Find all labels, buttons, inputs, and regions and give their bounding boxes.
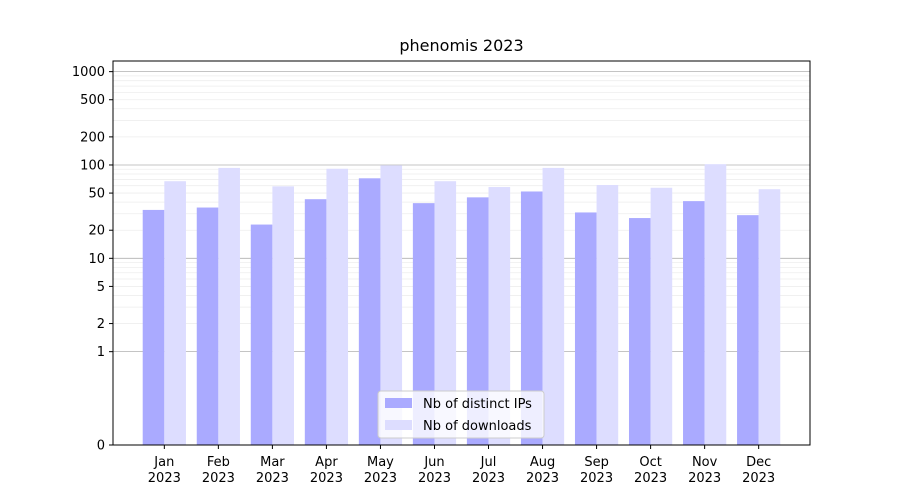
bar-distinct-ips-7 [520,191,543,445]
y-tick-label: 500 [80,93,105,108]
bar-downloads-3 [326,168,349,446]
bar-downloads-10 [704,164,727,445]
x-tick-label: Oct 2023 [634,455,667,486]
y-tick-label: 1000 [72,65,105,80]
bar-distinct-ips-0 [142,209,165,445]
y-tick-label: 10 [88,252,105,267]
x-tick-label: Jan 2023 [148,455,181,486]
legend-label-downloads: Nb of downloads [423,419,532,434]
y-tick-label: 100 [80,158,105,173]
bar-downloads-4 [380,165,403,446]
bar-downloads-2 [272,186,295,445]
bar-downloads-11 [758,189,781,445]
bar-distinct-ips-2 [250,224,273,445]
legend-swatch-distinct-ips [385,398,412,408]
bar-distinct-ips-11 [737,215,759,445]
axes-layer: 0 1 2 5 10 20 50 100 200 500 1000 Jan 2023 Feb 2023 Mar… [72,60,811,486]
bars-layer [142,164,781,446]
x-tick-label: Dec 2023 [742,455,775,486]
y-tick-label: 1 [97,345,105,360]
x-tick-label: Apr 2023 [310,455,343,486]
bar-distinct-ips-3 [304,199,327,445]
y-tick-label: 50 [88,187,105,202]
x-tick-label: Jun 2023 [418,455,451,486]
y-tick-label: 5 [97,280,105,295]
bar-downloads-1 [218,167,240,446]
bar-downloads-7 [542,167,565,446]
bar-distinct-ips-4 [358,178,381,445]
x-tick-label: Mar 2023 [256,455,289,486]
bar-downloads-0 [164,181,186,446]
bar-downloads-6 [488,187,511,445]
legend: Nb of distinct IPs Nb of downloads [377,390,545,439]
x-tick-label: Jul 2023 [472,455,505,486]
legend-swatch-downloads [385,420,412,430]
bar-distinct-ips-10 [683,201,705,445]
bar-distinct-ips-1 [196,207,219,445]
bar-distinct-ips-5 [412,203,435,445]
y-tick-label: 200 [80,130,105,145]
bar-distinct-ips-6 [466,197,489,445]
bar-downloads-9 [650,187,673,445]
x-tick-label: May 2023 [364,455,397,486]
x-tick-label: Sep 2023 [580,455,613,486]
bar-downloads-8 [596,185,619,445]
bar-distinct-ips-9 [628,218,651,445]
x-tick-label: Nov 2023 [688,455,721,486]
y-tick-label: 0 [97,439,105,454]
legend-box [377,390,545,439]
plot-frame [112,60,811,446]
bar-downloads-5 [434,181,457,446]
legend-label-distinct-ips: Nb of distinct IPs [423,397,532,412]
chart-title: phenomis 2023 [399,36,523,55]
x-tick-label: Feb 2023 [202,455,235,486]
bar-distinct-ips-8 [574,212,597,445]
y-tick-label: 2 [97,317,105,332]
x-tick-label: Aug 2023 [526,455,559,486]
y-tick-label: 20 [88,224,105,239]
